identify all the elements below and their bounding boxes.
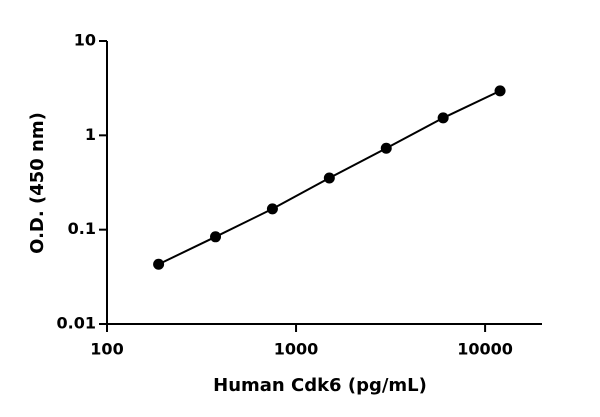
y-tick-label: 10 (74, 31, 96, 50)
x-tick-label: 100 (90, 340, 123, 359)
x-tick-label: 1000 (274, 340, 319, 359)
y-axis-title: O.D. (450 nm) (27, 112, 48, 254)
point (153, 258, 165, 270)
x-axis-title: Human Cdk6 (pg/mL) (213, 375, 427, 396)
point (494, 85, 506, 97)
point (437, 112, 449, 124)
x-tick-label: 10000 (457, 340, 513, 359)
y-tick-label: 1 (85, 125, 96, 144)
point (210, 231, 222, 243)
point (266, 203, 278, 215)
y-tick-label: 0.01 (57, 314, 96, 333)
y-tick-label: 0.1 (68, 219, 96, 238)
point (323, 172, 335, 184)
point (380, 142, 392, 154)
